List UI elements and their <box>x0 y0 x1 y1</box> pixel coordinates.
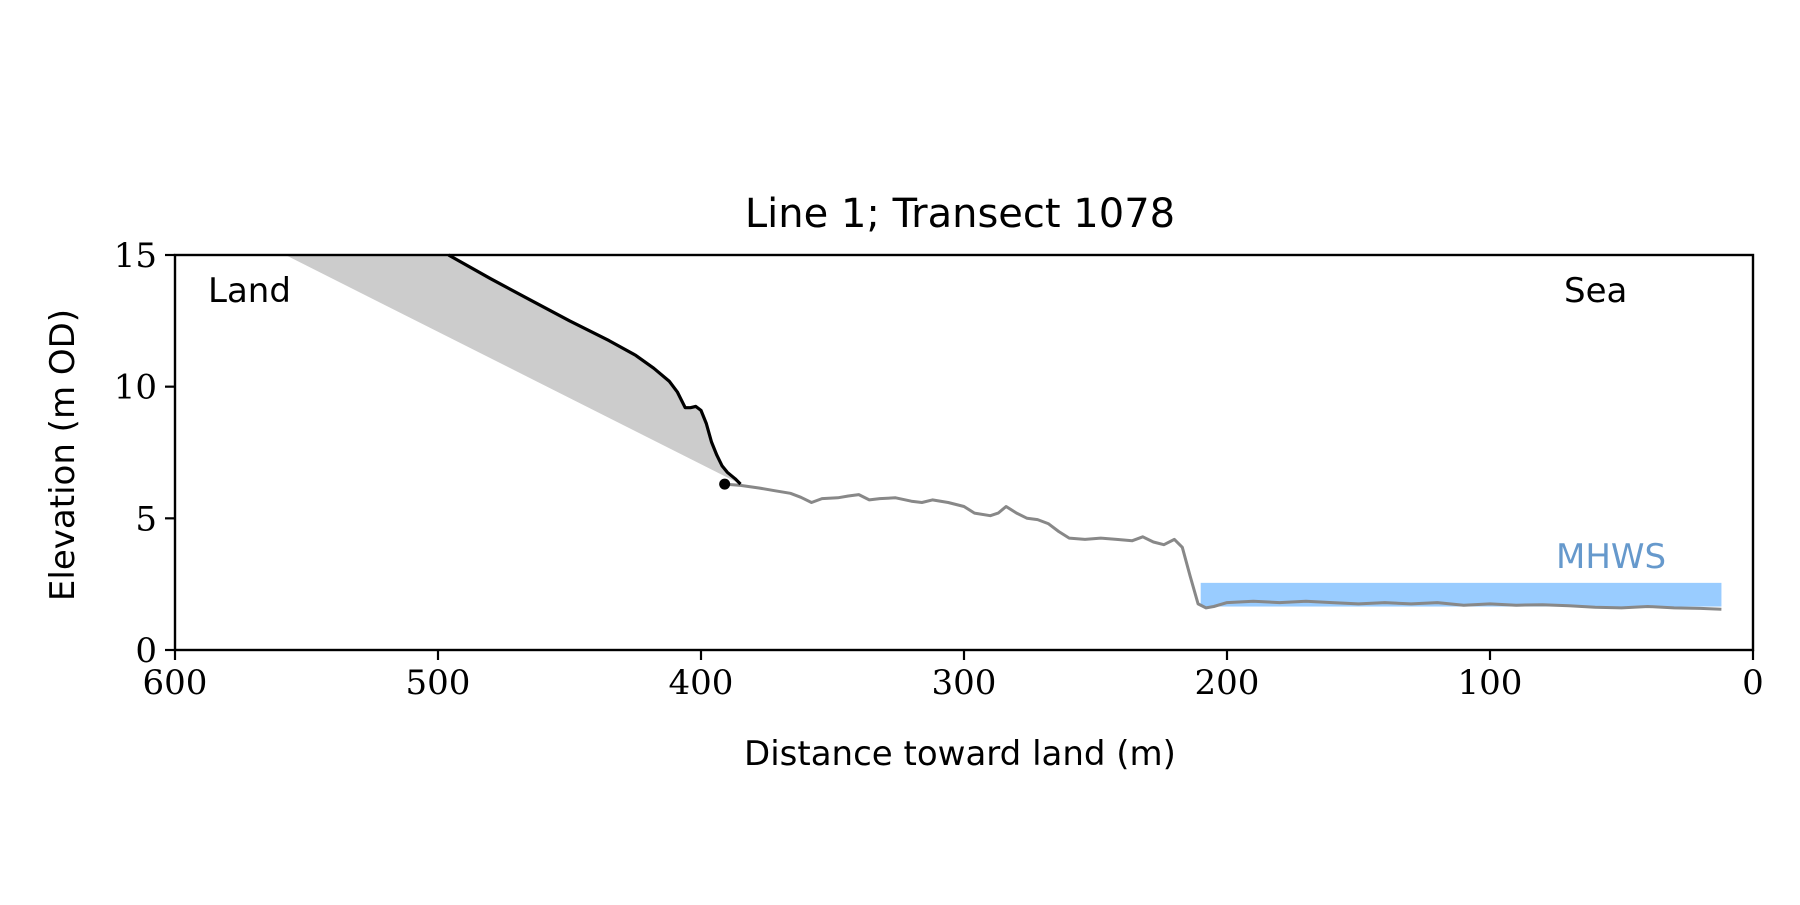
x-tick-label: 500 <box>406 663 471 703</box>
sea-label: Sea <box>1564 271 1627 311</box>
mhws-band <box>1200 582 1722 607</box>
x-axis-label: Distance toward land (m) <box>744 734 1176 774</box>
x-tick-label: 200 <box>1195 663 1260 703</box>
x-tick-label: 600 <box>143 663 208 703</box>
y-tick-label: 5 <box>135 499 157 539</box>
cliff-profile-line <box>447 253 742 486</box>
land-label: Land <box>208 271 291 311</box>
x-tick-label: 300 <box>932 663 997 703</box>
ground-profile-line <box>724 482 1722 611</box>
chart-title: Line 1; Transect 1078 <box>745 191 1175 237</box>
mhws-label: MHWS <box>1556 537 1666 577</box>
cliff-shaded-area <box>285 255 741 485</box>
y-axis-label: Elevation (m OD) <box>43 309 83 601</box>
cliff-toe-point <box>719 478 731 490</box>
y-tick-label: 15 <box>114 236 157 276</box>
x-tick-label: 100 <box>1458 663 1523 703</box>
y-tick-label: 0 <box>135 631 157 671</box>
y-tick-label: 10 <box>114 368 157 408</box>
x-tick-label: 0 <box>1742 663 1764 703</box>
x-tick-label: 400 <box>669 663 734 703</box>
